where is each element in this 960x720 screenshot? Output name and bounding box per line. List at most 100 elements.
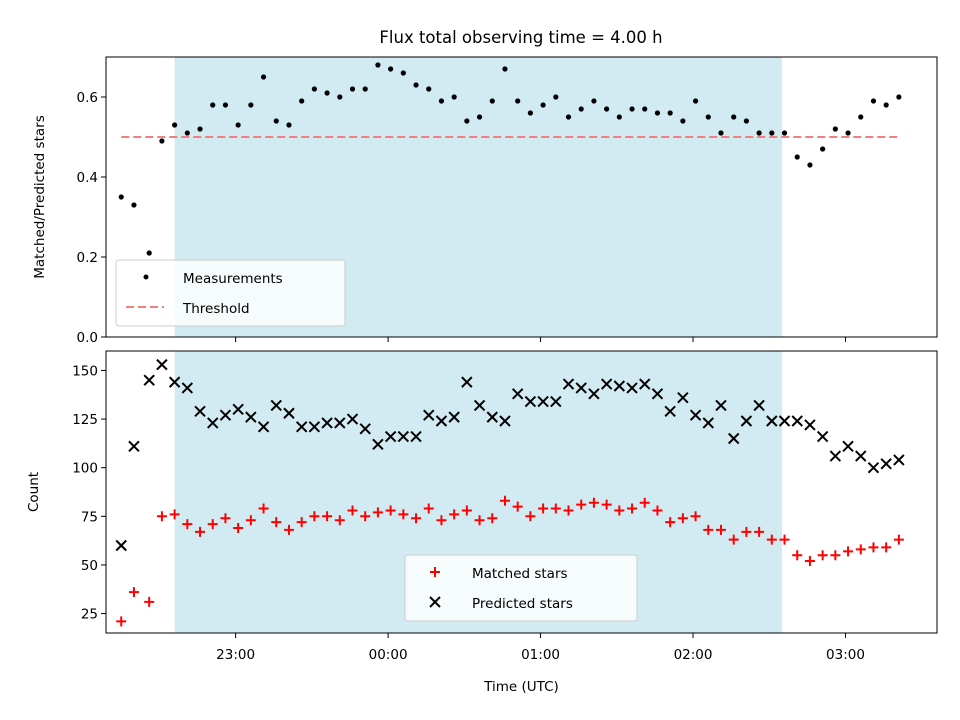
- measurement-point: [464, 118, 470, 124]
- legend-matched-marker: [430, 567, 440, 577]
- matched-star-point: [741, 526, 752, 537]
- bottom-y-tick-label: 25: [81, 607, 98, 623]
- matched-star-point: [652, 505, 663, 516]
- matched-star-point: [360, 511, 371, 522]
- matched-star-point: [868, 542, 879, 553]
- measurement-point: [616, 114, 622, 120]
- top-y-axis-label: Matched/Predicted stars: [32, 115, 48, 278]
- predicted-star-point: [753, 399, 765, 412]
- measurement-point: [299, 98, 305, 104]
- measurement-point: [476, 114, 483, 120]
- matched-star-point: [576, 499, 587, 510]
- matched-star-point: [499, 495, 510, 506]
- legend-predicted-label: Predicted stars: [472, 596, 573, 612]
- measurement-point: [286, 122, 292, 128]
- bottom-legend-box: [404, 554, 638, 622]
- predicted-star-point: [791, 415, 803, 427]
- predicted-star-point: [613, 380, 626, 392]
- matched-star-point: [779, 534, 790, 545]
- matched-star-point: [385, 505, 396, 516]
- matched-star-point: [703, 524, 714, 535]
- predicted-star-point: [524, 395, 537, 408]
- predicted-star-point: [651, 388, 664, 400]
- top-legend: Measurements Threshold: [115, 259, 346, 327]
- matched-star-point: [220, 513, 231, 524]
- predicted-star-point: [435, 415, 448, 427]
- matched-star-point: [411, 513, 422, 524]
- measurement-point: [388, 66, 394, 72]
- matched-star-point: [296, 517, 307, 528]
- measurement-point: [820, 146, 826, 152]
- measurement-point: [426, 86, 432, 92]
- measurement-point: [794, 154, 800, 160]
- matched-star-point: [245, 515, 256, 526]
- predicted-star-point: [423, 409, 435, 421]
- matched-star-point: [372, 507, 383, 518]
- predicted-star-point: [219, 409, 232, 421]
- predicted-star-point: [295, 421, 308, 433]
- predicted-star-point: [639, 378, 651, 390]
- matched-star-point: [283, 524, 294, 535]
- bottom-axes-frame: [105, 350, 938, 634]
- predicted-star-point: [499, 415, 511, 427]
- measurement-point: [515, 98, 521, 104]
- matched-stars-points: [116, 495, 904, 627]
- measurement-point: [118, 194, 124, 200]
- predicted-star-point: [384, 430, 397, 443]
- matched-star-point: [322, 511, 333, 522]
- predicted-star-point: [880, 458, 892, 470]
- predicted-star-point: [855, 450, 867, 462]
- predicted-star-point: [511, 388, 524, 400]
- predicted-star-point: [689, 409, 702, 421]
- measurement-points: [118, 62, 902, 256]
- x-tick-label: 03:00: [826, 647, 865, 663]
- measurement-point: [870, 98, 877, 104]
- predicted-star-point: [372, 438, 384, 451]
- predicted-star-point: [448, 411, 460, 423]
- measurement-point: [197, 126, 203, 132]
- predicted-star-point: [778, 415, 791, 427]
- top-y-tick-label: 0.0: [77, 330, 98, 346]
- matched-star-point: [207, 519, 218, 530]
- bottom-y-tick-label: 150: [72, 363, 98, 379]
- matched-star-point: [487, 513, 498, 524]
- predicted-star-point: [143, 374, 155, 386]
- predicted-star-point: [588, 388, 600, 400]
- predicted-star-point: [766, 415, 778, 427]
- matched-star-point: [601, 499, 612, 510]
- measurement-point: [667, 110, 673, 116]
- measurement-point: [692, 98, 699, 104]
- measurement-point: [540, 102, 546, 108]
- matched-star-point: [474, 515, 485, 526]
- measurement-point: [362, 86, 368, 92]
- predicted-star-point: [181, 382, 194, 394]
- bottom-legend: Matched stars Predicted stars: [404, 554, 638, 622]
- measurement-point: [260, 74, 267, 80]
- legend-measurements-marker: [143, 274, 149, 280]
- matched-star-point: [182, 519, 193, 530]
- matched-star-point: [423, 503, 434, 514]
- matched-star-point: [309, 511, 320, 522]
- matched-star-point: [728, 534, 739, 545]
- predicted-star-point: [168, 376, 181, 388]
- matched-star-point: [334, 515, 345, 526]
- matched-star-point: [563, 505, 574, 516]
- predicted-star-point: [804, 419, 816, 431]
- matched-star-point: [715, 524, 726, 535]
- predicted-star-point: [334, 417, 346, 429]
- measurement-point: [146, 250, 152, 256]
- matched-star-point: [639, 497, 650, 508]
- measurement-point: [756, 130, 762, 136]
- matched-star-point: [233, 522, 244, 533]
- bottom-y-tick-label: 75: [81, 509, 98, 525]
- x-tick-label: 00:00: [369, 647, 408, 663]
- matched-star-point: [754, 526, 765, 537]
- measurement-point: [451, 94, 457, 100]
- measurement-point: [807, 162, 813, 168]
- predicted-star-point: [321, 417, 333, 429]
- matched-star-point: [855, 544, 866, 555]
- measurement-point: [311, 86, 317, 92]
- measurement-point: [731, 114, 737, 120]
- predicted-star-point: [626, 382, 638, 394]
